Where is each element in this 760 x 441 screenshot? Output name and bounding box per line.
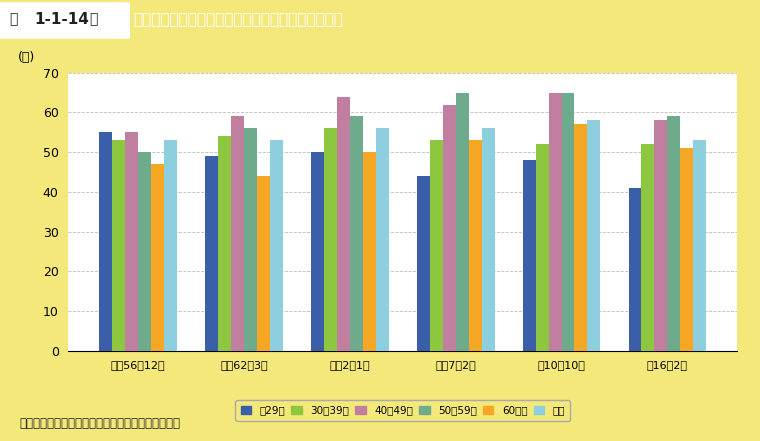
- Bar: [257, 176, 270, 351]
- Bar: [482, 128, 495, 351]
- Bar: [205, 156, 218, 351]
- Bar: [680, 148, 693, 351]
- Bar: [629, 188, 641, 351]
- Bar: [138, 152, 151, 351]
- Bar: [112, 140, 125, 351]
- Bar: [523, 160, 536, 351]
- Bar: [218, 136, 231, 351]
- Bar: [337, 97, 350, 351]
- Bar: [125, 132, 138, 351]
- Text: 1-1-14: 1-1-14: [34, 12, 89, 27]
- Bar: [562, 93, 575, 351]
- Bar: [270, 140, 283, 351]
- Bar: [587, 120, 600, 351]
- Legend: ～29歳, 30～39歳, 40～49歳, 50～59歳, 60歳～, 全体: ～29歳, 30～39歳, 40～49歳, 50～59歳, 60歳～, 全体: [236, 400, 570, 421]
- Bar: [443, 105, 456, 351]
- Bar: [417, 176, 430, 351]
- Bar: [469, 140, 482, 351]
- Text: (％): (％): [18, 52, 36, 64]
- Bar: [667, 116, 680, 351]
- Bar: [363, 152, 375, 351]
- Bar: [164, 140, 177, 351]
- Bar: [641, 144, 654, 351]
- Bar: [536, 144, 549, 351]
- Text: 第: 第: [9, 13, 17, 27]
- Text: 資料：内閣府「科学技術と社会に関する世論調査」: 資料：内閣府「科学技術と社会に関する世論調査」: [19, 417, 180, 430]
- Bar: [693, 140, 706, 351]
- Text: 図: 図: [90, 13, 98, 27]
- Bar: [100, 132, 112, 351]
- FancyBboxPatch shape: [0, 3, 129, 38]
- Bar: [350, 116, 363, 351]
- Bar: [311, 152, 324, 351]
- Bar: [430, 140, 443, 351]
- Bar: [324, 128, 337, 351]
- Bar: [549, 93, 562, 351]
- Text: 科学技術に対して関心のある人の年齢別割合の推移: 科学技術に対して関心のある人の年齢別割合の推移: [133, 12, 343, 27]
- Bar: [244, 128, 257, 351]
- Bar: [375, 128, 388, 351]
- Bar: [456, 93, 469, 351]
- Bar: [231, 116, 244, 351]
- Bar: [575, 124, 587, 351]
- Bar: [151, 164, 164, 351]
- Bar: [654, 120, 667, 351]
